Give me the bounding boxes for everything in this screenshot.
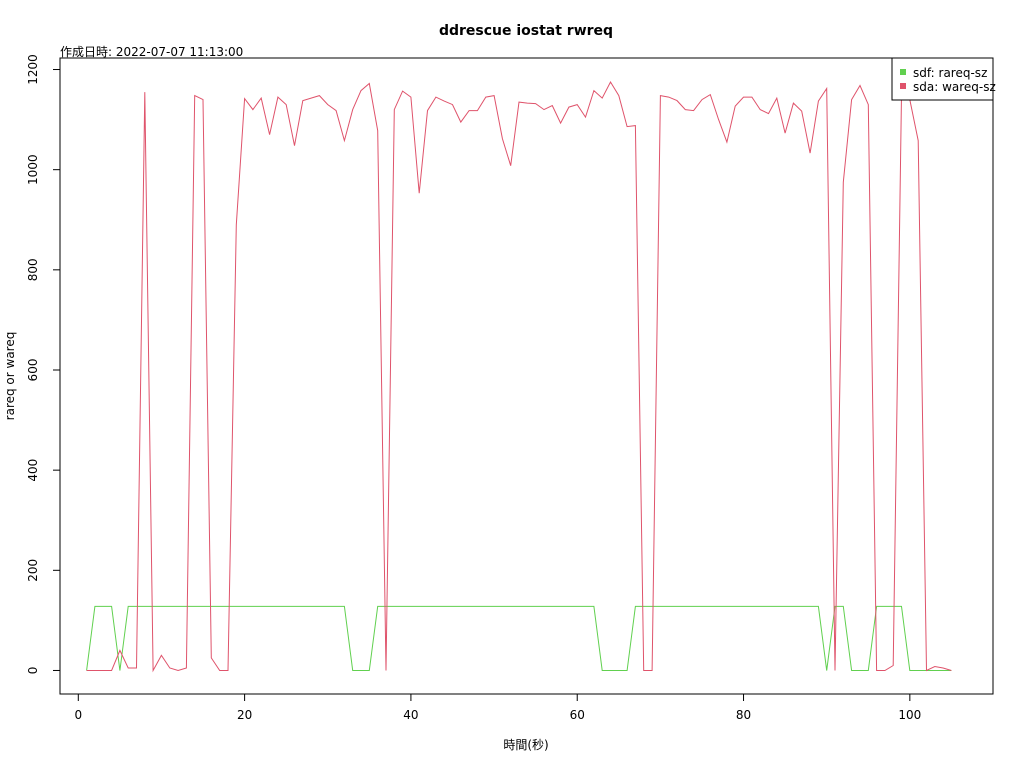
x-tick-label: 80 (736, 708, 751, 722)
legend-label: sda: wareq-sz (913, 80, 996, 94)
series-line-1 (86, 605, 952, 671)
y-tick-label: 800 (26, 258, 40, 281)
x-axis-label: 時間(秒) (503, 738, 548, 752)
x-tick-label: 20 (237, 708, 252, 722)
series-layer (86, 80, 952, 673)
plot-frame (59, 57, 994, 695)
x-axis: 0 20 40 60 80 100 (74, 694, 921, 722)
x-tick-label: 60 (570, 708, 585, 722)
y-tick-label: 0 (26, 667, 40, 675)
y-tick-label: 1200 (26, 54, 40, 85)
y-axis-label: rareq or wareq (3, 332, 17, 421)
chart-title: ddrescue iostat rwreq (439, 23, 613, 39)
y-tick-label: 200 (26, 559, 40, 582)
x-tick-label: 100 (898, 708, 921, 722)
y-tick-label: 1000 (26, 154, 40, 185)
x-tick-label: 40 (403, 708, 418, 722)
legend-box (891, 57, 994, 101)
y-tick-label: 600 (26, 359, 40, 382)
chart-subtitle: 作成日時: 2022-07-07 11:13:00 (60, 45, 243, 59)
x-tick-label: 0 (74, 708, 82, 722)
y-axis: 0 200 400 600 800 1000 1200 (26, 54, 60, 674)
series-line-2 (86, 80, 952, 673)
y-tick-label: 400 (26, 459, 40, 482)
legend-swatch (900, 69, 906, 75)
legend-label: sdf: rareq-sz (913, 66, 987, 80)
legend-swatch (900, 83, 906, 89)
